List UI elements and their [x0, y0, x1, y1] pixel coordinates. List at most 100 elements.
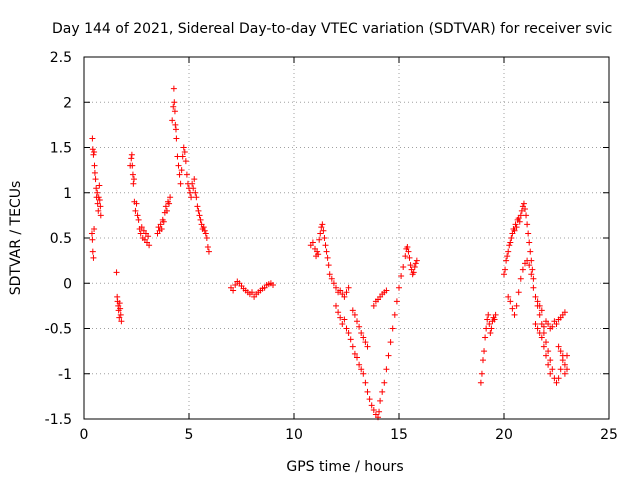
data-point [557, 366, 564, 373]
data-point [523, 212, 530, 219]
data-point [172, 126, 179, 133]
data-point [88, 230, 95, 237]
data-point [349, 343, 356, 350]
data-point [503, 257, 510, 264]
y-tick-label: 2.5 [50, 50, 72, 66]
data-point [481, 348, 488, 355]
data-point [543, 339, 549, 346]
data-point [321, 235, 328, 241]
data-point [194, 203, 201, 210]
data-point [89, 236, 96, 243]
data-point [522, 206, 528, 213]
data-point [345, 284, 352, 291]
data-point [540, 323, 547, 330]
data-point [362, 339, 369, 346]
data-point [324, 254, 331, 261]
data-point [195, 207, 202, 214]
data-point [413, 257, 420, 264]
data-point [487, 330, 494, 337]
data-point [564, 352, 570, 359]
data-point [117, 305, 124, 312]
data-point [203, 235, 210, 241]
data-point [534, 298, 541, 305]
data-point [512, 221, 519, 228]
data-point [404, 244, 411, 251]
data-point [345, 330, 352, 337]
data-point [89, 146, 96, 153]
data-point [129, 162, 136, 169]
data-point [318, 224, 325, 231]
data-point [538, 307, 545, 314]
data-point [170, 85, 177, 92]
data-point [135, 216, 142, 223]
data-point [191, 176, 198, 183]
data-point [358, 330, 365, 337]
data-point [553, 379, 560, 386]
data-point [513, 224, 520, 231]
data-point [309, 239, 316, 246]
data-point [381, 379, 388, 386]
data-point [347, 336, 354, 343]
data-point [171, 108, 178, 115]
data-point [354, 354, 360, 361]
data-point [189, 180, 196, 187]
data-point [511, 311, 518, 318]
data-point [341, 316, 348, 323]
data-point [97, 212, 104, 219]
data-point [118, 318, 125, 325]
x-tick-label: 20 [495, 427, 513, 443]
data-point [192, 189, 199, 196]
data-point [508, 235, 515, 241]
data-point [162, 203, 169, 210]
data-point [356, 323, 363, 330]
data-point [407, 262, 414, 269]
data-point [543, 352, 549, 359]
data-point [478, 370, 485, 377]
y-tick-label: 1.5 [50, 141, 72, 157]
data-point [94, 189, 101, 196]
data-point [94, 200, 101, 207]
data-point [547, 370, 554, 377]
data-point [193, 194, 200, 201]
data-point [92, 176, 99, 183]
data-point [486, 320, 493, 327]
data-point [339, 320, 346, 327]
data-point [528, 271, 535, 278]
data-point [362, 379, 369, 386]
data-point [377, 397, 384, 404]
data-point [504, 253, 511, 260]
data-point [406, 254, 413, 261]
data-point [358, 366, 365, 373]
data-point [410, 269, 417, 276]
data-point [341, 293, 348, 300]
data-point [411, 263, 418, 270]
data-point [160, 218, 167, 225]
data-point [517, 275, 524, 282]
data-point [398, 273, 405, 280]
data-point [230, 287, 237, 294]
data-point [524, 221, 531, 228]
data-point [90, 151, 97, 158]
data-point [96, 196, 103, 203]
data-point [200, 224, 207, 231]
data-point [360, 370, 367, 377]
data-point [166, 200, 173, 207]
data-point [553, 320, 560, 327]
data-point [396, 284, 402, 291]
data-point [325, 262, 332, 269]
data-point [370, 302, 377, 309]
data-point [270, 282, 276, 289]
data-point [555, 375, 562, 382]
data-point [128, 151, 135, 158]
data-point [134, 212, 141, 219]
data-point [129, 171, 136, 178]
data-point [530, 284, 537, 291]
data-point [91, 162, 98, 169]
data-point [315, 251, 322, 258]
data-point [158, 225, 165, 232]
data-point [517, 212, 524, 219]
y-tick-label: -1 [58, 367, 72, 383]
data-point [534, 325, 541, 332]
data-point [89, 248, 96, 255]
data-point [529, 266, 536, 273]
